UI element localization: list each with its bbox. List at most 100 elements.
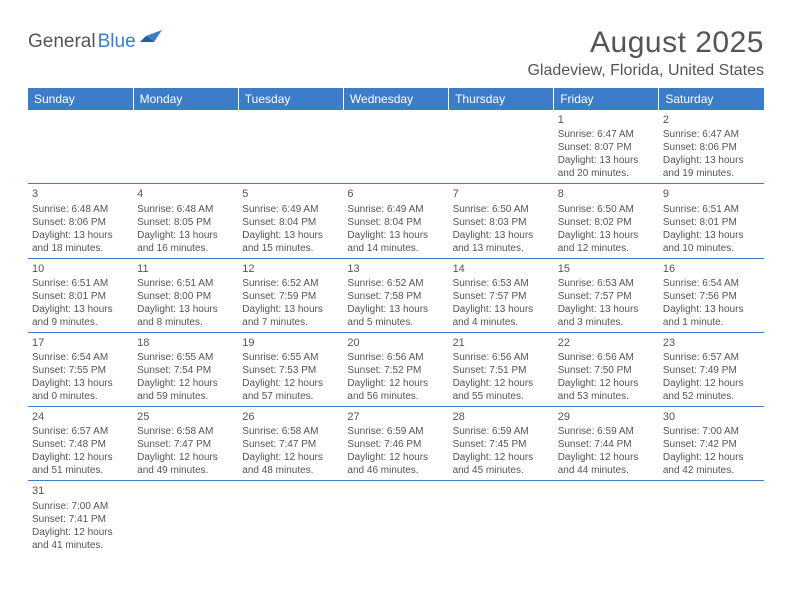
- cell-line: Sunrise: 6:58 AM: [137, 425, 234, 438]
- weekday-header: Tuesday: [238, 88, 343, 110]
- day-number: 18: [137, 336, 234, 350]
- cell-line: and 59 minutes.: [137, 390, 234, 403]
- cell-line: Sunset: 7:51 PM: [453, 364, 550, 377]
- cell-line: Daylight: 13 hours: [453, 303, 550, 316]
- calendar-cell: 1Sunrise: 6:47 AMSunset: 8:07 PMDaylight…: [554, 110, 659, 184]
- calendar-row: 17Sunrise: 6:54 AMSunset: 7:55 PM Dayligh…: [28, 332, 764, 406]
- cell-line: Daylight: 12 hours: [347, 451, 444, 464]
- day-number: 16: [663, 262, 760, 276]
- calendar-cell: [554, 481, 659, 555]
- calendar-cell: 28Sunrise: 6:59 AMSunset: 7:45 PMDayligh…: [449, 407, 554, 481]
- cell-line: Sunrise: 6:51 AM: [137, 277, 234, 290]
- cell-line: Daylight: 13 hours: [558, 154, 655, 167]
- cell-line: Sunrise: 6:50 AM: [453, 203, 550, 216]
- cell-line: and 53 minutes.: [558, 390, 655, 403]
- cell-line: Sunset: 8:04 PM: [242, 216, 339, 229]
- day-number: 10: [32, 262, 129, 276]
- day-number: 21: [453, 336, 550, 350]
- calendar-row: 1Sunrise: 6:47 AMSunset: 8:07 PMDaylight…: [28, 110, 764, 184]
- cell-line: Sunset: 7:45 PM: [453, 438, 550, 451]
- day-number: 4: [137, 187, 234, 201]
- calendar-cell: [133, 481, 238, 555]
- cell-line: and 46 minutes.: [347, 464, 444, 477]
- cell-line: Sunset: 7:54 PM: [137, 364, 234, 377]
- calendar-cell: 21Sunrise: 6:56 AMSunset: 7:51 PMDayligh…: [449, 332, 554, 406]
- calendar-cell: 6Sunrise: 6:49 AMSunset: 8:04 PMDaylight…: [343, 184, 448, 258]
- cell-line: and 19 minutes.: [663, 167, 760, 180]
- cell-line: Daylight: 13 hours: [663, 229, 760, 242]
- cell-line: Sunrise: 6:59 AM: [453, 425, 550, 438]
- calendar-cell: 19Sunrise: 6:55 AMSunset: 7:53 PMDayligh…: [238, 332, 343, 406]
- cell-line: Sunset: 8:00 PM: [137, 290, 234, 303]
- day-number: 23: [663, 336, 760, 350]
- calendar-table: SundayMondayTuesdayWednesdayThursdayFrid…: [28, 88, 764, 555]
- cell-line: Sunrise: 6:49 AM: [347, 203, 444, 216]
- calendar-cell: 13Sunrise: 6:52 AMSunset: 7:58 PMDayligh…: [343, 258, 448, 332]
- calendar-cell: 12Sunrise: 6:52 AMSunset: 7:59 PMDayligh…: [238, 258, 343, 332]
- cell-line: Sunset: 7:47 PM: [137, 438, 234, 451]
- cell-line: and 14 minutes.: [347, 242, 444, 255]
- calendar-cell: 10Sunrise: 6:51 AMSunset: 8:01 PMDayligh…: [28, 258, 133, 332]
- cell-line: Sunrise: 6:56 AM: [558, 351, 655, 364]
- cell-line: and 20 minutes.: [558, 167, 655, 180]
- cell-line: Sunrise: 6:53 AM: [453, 277, 550, 290]
- cell-line: Sunset: 8:01 PM: [32, 290, 129, 303]
- weekday-header: Sunday: [28, 88, 133, 110]
- cell-line: Daylight: 12 hours: [453, 377, 550, 390]
- cell-line: Sunrise: 6:53 AM: [558, 277, 655, 290]
- calendar-cell: [238, 481, 343, 555]
- cell-line: Sunset: 7:44 PM: [558, 438, 655, 451]
- cell-line: and 12 minutes.: [558, 242, 655, 255]
- cell-line: Sunset: 8:05 PM: [137, 216, 234, 229]
- cell-line: Sunrise: 6:59 AM: [347, 425, 444, 438]
- cell-line: Sunrise: 6:55 AM: [137, 351, 234, 364]
- day-number: 14: [453, 262, 550, 276]
- cell-line: and 49 minutes.: [137, 464, 234, 477]
- cell-line: Sunrise: 6:58 AM: [242, 425, 339, 438]
- cell-line: and 48 minutes.: [242, 464, 339, 477]
- calendar-cell: 25Sunrise: 6:58 AMSunset: 7:47 PMDayligh…: [133, 407, 238, 481]
- calendar-cell: 16Sunrise: 6:54 AMSunset: 7:56 PMDayligh…: [659, 258, 764, 332]
- cell-line: Sunset: 7:47 PM: [242, 438, 339, 451]
- calendar-cell: [28, 110, 133, 184]
- header: GeneralBlue August 2025 Gladeview, Flori…: [28, 26, 764, 80]
- cell-line: Sunset: 7:49 PM: [663, 364, 760, 377]
- cell-line: Daylight: 12 hours: [453, 451, 550, 464]
- day-number: 17: [32, 336, 129, 350]
- logo: GeneralBlue: [28, 26, 162, 53]
- cell-line: and 16 minutes.: [137, 242, 234, 255]
- logo-text-blue: Blue: [98, 31, 136, 53]
- cell-line: Daylight: 12 hours: [137, 451, 234, 464]
- cell-line: Daylight: 12 hours: [558, 377, 655, 390]
- cell-line: Sunrise: 7:00 AM: [32, 500, 129, 513]
- cell-line: Sunset: 8:03 PM: [453, 216, 550, 229]
- cell-line: Daylight: 12 hours: [347, 377, 444, 390]
- cell-line: Daylight: 13 hours: [663, 303, 760, 316]
- calendar-cell: 5Sunrise: 6:49 AMSunset: 8:04 PMDaylight…: [238, 184, 343, 258]
- calendar-cell: 14Sunrise: 6:53 AMSunset: 7:57 PMDayligh…: [449, 258, 554, 332]
- calendar-cell: 11Sunrise: 6:51 AMSunset: 8:00 PMDayligh…: [133, 258, 238, 332]
- cell-line: and 0 minutes.: [32, 390, 129, 403]
- cell-line: Sunrise: 6:57 AM: [663, 351, 760, 364]
- cell-line: Sunset: 8:06 PM: [663, 141, 760, 154]
- day-number: 8: [558, 187, 655, 201]
- cell-line: Sunrise: 6:54 AM: [32, 351, 129, 364]
- calendar-cell: 30Sunrise: 7:00 AMSunset: 7:42 PMDayligh…: [659, 407, 764, 481]
- cell-line: Sunset: 7:58 PM: [347, 290, 444, 303]
- cell-line: and 45 minutes.: [453, 464, 550, 477]
- month-title: August 2025: [527, 26, 764, 60]
- day-number: 1: [558, 113, 655, 127]
- cell-line: Sunset: 7:46 PM: [347, 438, 444, 451]
- day-number: 29: [558, 410, 655, 424]
- cell-line: Daylight: 13 hours: [453, 229, 550, 242]
- weekday-header: Saturday: [659, 88, 764, 110]
- day-number: 28: [453, 410, 550, 424]
- calendar-cell: 9Sunrise: 6:51 AMSunset: 8:01 PMDaylight…: [659, 184, 764, 258]
- cell-line: Sunset: 7:55 PM: [32, 364, 129, 377]
- cell-line: Daylight: 12 hours: [242, 377, 339, 390]
- cell-line: and 10 minutes.: [663, 242, 760, 255]
- calendar-cell: 26Sunrise: 6:58 AMSunset: 7:47 PMDayligh…: [238, 407, 343, 481]
- cell-line: Daylight: 13 hours: [137, 229, 234, 242]
- cell-line: Sunrise: 6:51 AM: [663, 203, 760, 216]
- cell-line: Daylight: 12 hours: [137, 377, 234, 390]
